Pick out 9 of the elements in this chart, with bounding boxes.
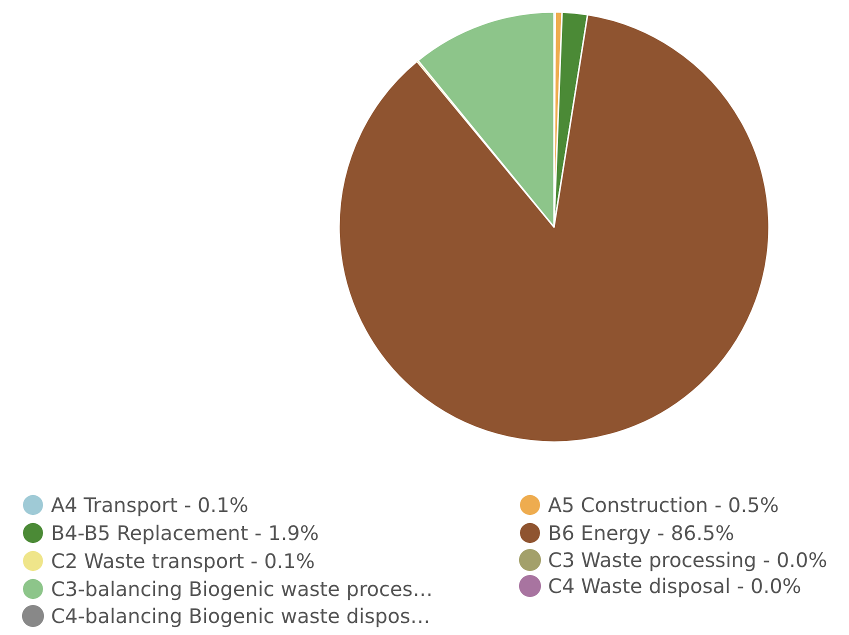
legend-label: B4-B5 Replacement - 1.9%: [51, 521, 319, 545]
legend-label: A4 Transport - 0.1%: [51, 493, 248, 517]
legend-label: C4 Waste disposal - 0.0%: [548, 574, 802, 598]
legend-label: C3-balancing Biogenic waste proces…: [51, 577, 433, 601]
legend-label: A5 Construction - 0.5%: [548, 493, 779, 517]
legend-label: C3 Waste processing - 0.0%: [548, 548, 828, 572]
legend-label: B6 Energy - 86.5%: [548, 521, 734, 545]
legend-label: C2 Waste transport - 0.1%: [51, 549, 315, 573]
legend-label: C4-balancing Biogenic waste dispos…: [51, 604, 430, 628]
